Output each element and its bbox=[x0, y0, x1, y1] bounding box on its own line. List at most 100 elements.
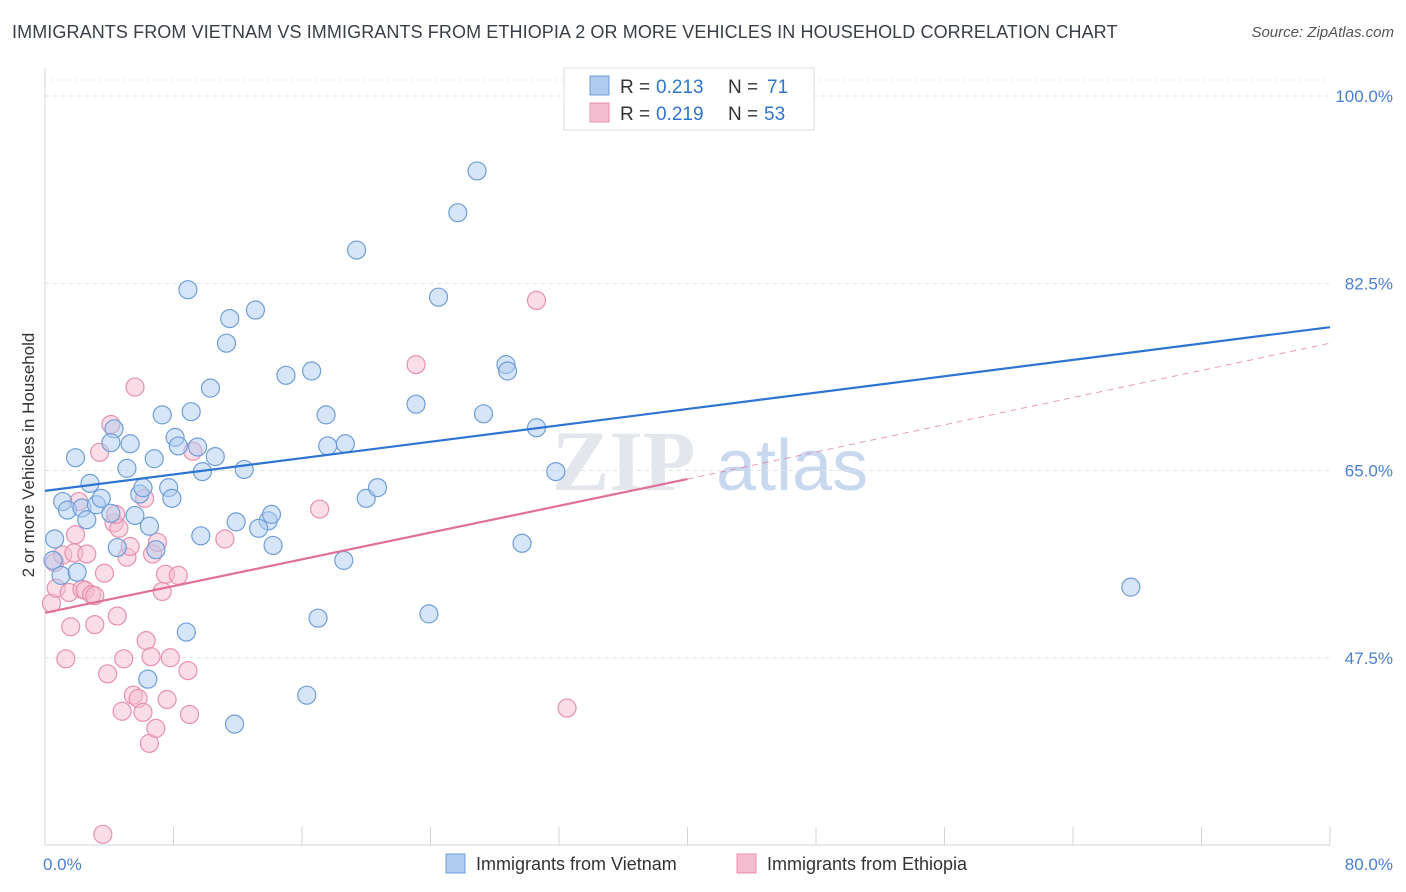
ethiopia-point bbox=[215, 529, 235, 549]
ethiopia-point bbox=[98, 664, 118, 684]
x-tick-label-max: 80.0% bbox=[1345, 855, 1393, 874]
ethiopia-point bbox=[125, 377, 145, 397]
vietnam-point bbox=[473, 404, 494, 424]
vietnam-point bbox=[428, 287, 449, 307]
vietnam-point bbox=[261, 504, 282, 524]
legend-n-ethiopia: 53 bbox=[764, 104, 785, 125]
vietnam-point bbox=[117, 458, 137, 478]
vietnam-point bbox=[181, 402, 201, 422]
legend-r-ethiopia: 0.219 bbox=[656, 104, 704, 125]
vietnam-point bbox=[144, 449, 164, 469]
vietnam-swatch bbox=[589, 75, 610, 96]
vietnam-point bbox=[406, 394, 426, 414]
vietnam-point bbox=[67, 562, 87, 582]
vietnam-point bbox=[1121, 577, 1141, 597]
ethiopia-point bbox=[85, 586, 105, 606]
ethiopia-point bbox=[136, 631, 156, 651]
x-tick-label-min: 0.0% bbox=[43, 855, 82, 874]
ethiopia-point bbox=[146, 718, 166, 738]
vietnam-point bbox=[448, 203, 468, 223]
vietnam-point bbox=[51, 565, 71, 585]
axes bbox=[44, 68, 1331, 846]
ethiopia-point bbox=[152, 581, 172, 602]
vietnam-point bbox=[297, 685, 317, 705]
vietnam-point bbox=[335, 434, 355, 454]
ethiopia-point bbox=[94, 563, 115, 583]
ethiopia-point bbox=[526, 290, 547, 311]
vietnam-point bbox=[125, 505, 145, 526]
legend-r-vietnam: 0.213 bbox=[656, 77, 704, 98]
ethiopia-point bbox=[114, 649, 134, 669]
legend-r-label-ethiopia: R = bbox=[620, 104, 650, 125]
vietnam-point bbox=[367, 478, 388, 498]
legend-ethiopia-label: Immigrants from Ethiopia bbox=[767, 854, 968, 874]
vietnam-point bbox=[77, 510, 97, 530]
vietnam-point bbox=[546, 461, 566, 482]
vietnam-point bbox=[234, 459, 254, 480]
ethiopia-point bbox=[93, 824, 113, 844]
vietnam-point bbox=[138, 669, 158, 689]
series-legend: Immigrants from Vietnam Immigrants from … bbox=[445, 853, 968, 874]
y-tick-label: 82.5% bbox=[1345, 274, 1393, 293]
ethiopia-trend-line bbox=[44, 478, 688, 614]
legend-ethiopia-swatch bbox=[736, 853, 757, 874]
vietnam-point bbox=[200, 378, 221, 398]
vietnam-trend-line bbox=[44, 326, 1331, 492]
y-tick-label: 100.0% bbox=[1335, 87, 1393, 106]
vietnam-point bbox=[107, 537, 127, 558]
ethiopia-point bbox=[56, 649, 76, 669]
vietnam-point bbox=[318, 436, 338, 456]
vietnam-point bbox=[178, 280, 198, 300]
y-ticks: 47.5% 65.0% 82.5% 100.0% bbox=[1335, 87, 1393, 668]
ethiopia-point bbox=[65, 525, 86, 545]
vietnam-point bbox=[146, 540, 166, 560]
vietnam-point bbox=[133, 478, 153, 498]
watermark-zip: ZIP bbox=[552, 413, 695, 509]
vietnam-point bbox=[120, 434, 140, 454]
vietnam-point bbox=[512, 533, 532, 553]
ethiopia-point bbox=[168, 565, 188, 585]
ethiopia-point bbox=[160, 648, 180, 668]
ethiopia-swatch bbox=[589, 102, 610, 123]
x-ticks: 0.0% 80.0% bbox=[43, 855, 1393, 874]
vietnam-point bbox=[152, 405, 172, 425]
vietnam-point bbox=[168, 436, 188, 456]
vietnam-point bbox=[187, 437, 208, 457]
vietnam-point bbox=[249, 518, 269, 538]
ethiopia-point bbox=[157, 689, 177, 710]
source-label: Source: ZipAtlas.com bbox=[1251, 24, 1394, 41]
vietnam-point bbox=[498, 361, 518, 381]
vietnam-point bbox=[263, 535, 283, 556]
vietnam-point bbox=[101, 433, 121, 453]
watermark-atlas: atlas bbox=[716, 426, 868, 506]
ethiopia-point bbox=[133, 702, 153, 722]
vietnam-point bbox=[139, 516, 160, 536]
legend-vietnam-swatch bbox=[445, 853, 466, 874]
vietnam-point bbox=[224, 714, 245, 734]
grid bbox=[45, 79, 1330, 659]
chart-title: IMMIGRANTS FROM VIETNAM VS IMMIGRANTS FR… bbox=[12, 22, 1118, 42]
vietnam-point bbox=[347, 240, 367, 260]
y-tick-label: 65.0% bbox=[1345, 462, 1393, 481]
vietnam-point bbox=[91, 488, 111, 508]
ethiopia-trend-extension bbox=[687, 342, 1331, 480]
vietnam-point bbox=[245, 300, 266, 320]
vietnam-point bbox=[43, 550, 63, 570]
vietnam-point bbox=[226, 512, 246, 532]
y-axis-label: 2 or more Vehicles in Household bbox=[19, 333, 38, 578]
y-tick-label: 47.5% bbox=[1345, 649, 1393, 668]
trend-lines bbox=[44, 326, 1331, 614]
ethiopia-point bbox=[406, 355, 426, 375]
ethiopia-point bbox=[107, 606, 127, 626]
ethiopia-point bbox=[85, 614, 105, 635]
ethiopia-point bbox=[77, 544, 97, 564]
vietnam-point bbox=[276, 365, 296, 385]
ethiopia-point bbox=[179, 704, 200, 725]
vietnam-point bbox=[65, 448, 86, 468]
ethiopia-point bbox=[141, 647, 161, 667]
correlation-legend: R = 0.213 N = 71 R = 0.219 N = 53 bbox=[563, 67, 815, 131]
vietnam-point bbox=[467, 161, 487, 181]
ethiopia-point bbox=[310, 499, 330, 519]
vietnam-point bbox=[191, 526, 211, 546]
